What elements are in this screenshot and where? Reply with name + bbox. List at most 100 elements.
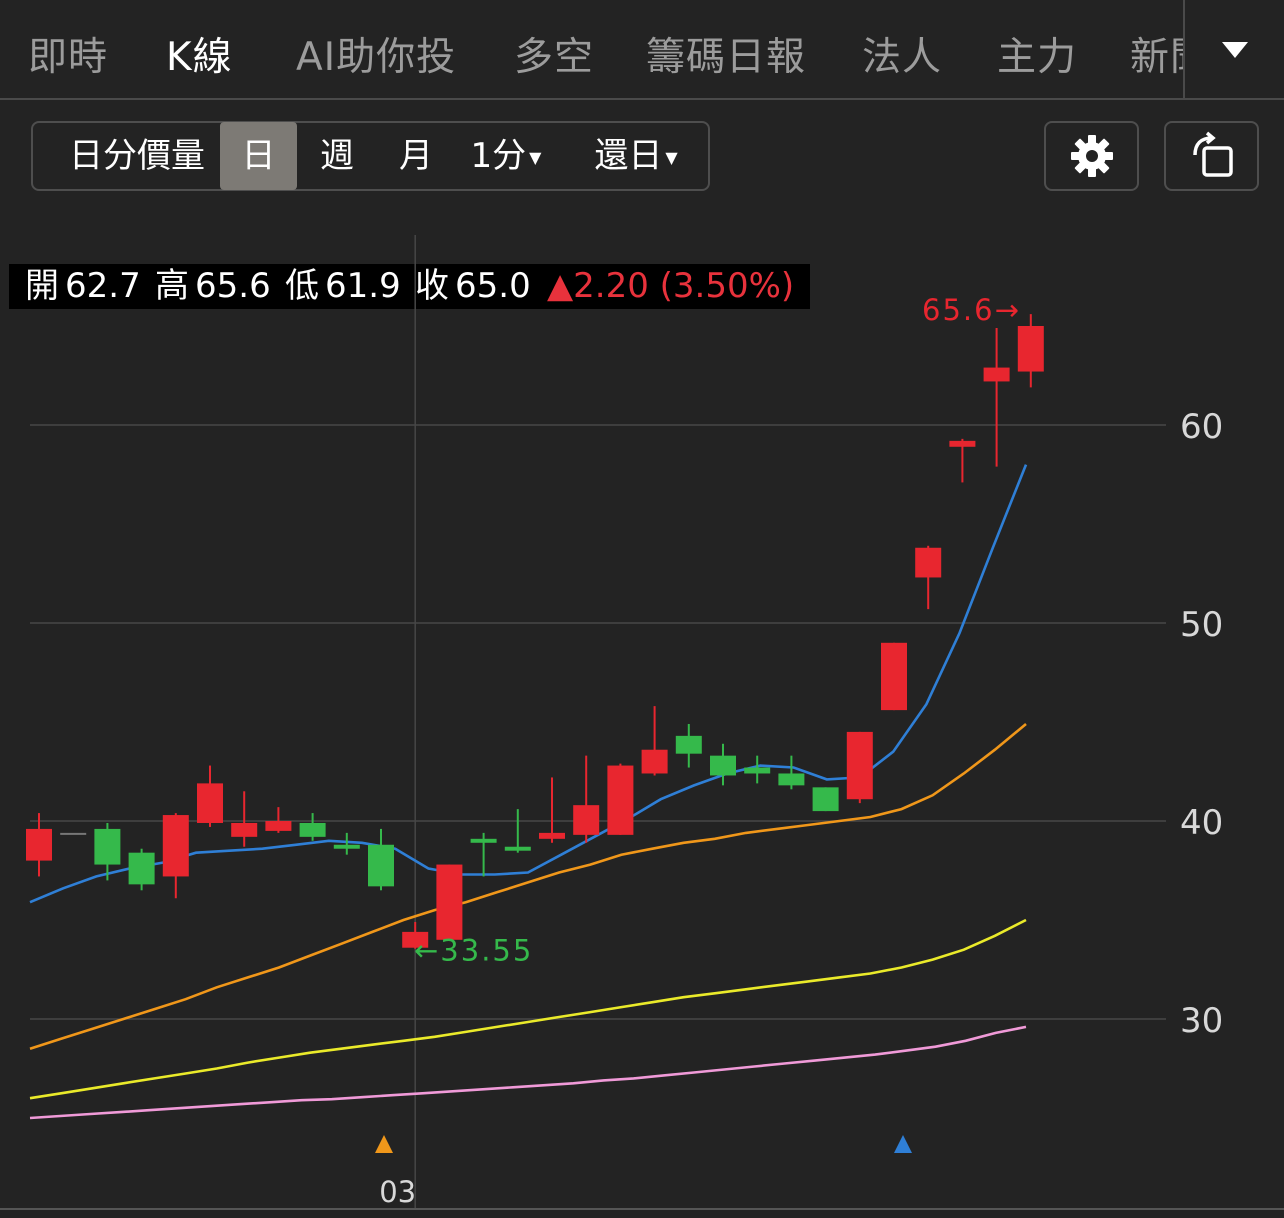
- candle-body: [26, 828, 52, 861]
- more-tabs-button[interactable]: [1185, 0, 1284, 100]
- period-month-button[interactable]: 月: [399, 136, 433, 176]
- candle-body: [333, 844, 360, 849]
- period-minute-label: 1分: [470, 136, 527, 176]
- y-tick-label: 30: [1180, 1001, 1223, 1041]
- tab-news[interactable]: 新聞: [1130, 35, 1183, 80]
- candle: [881, 642, 907, 711]
- period-minute-dropdown[interactable]: 1分 ▼: [463, 123, 549, 189]
- tab-divider: [1183, 0, 1185, 100]
- period-intraday-button[interactable]: 日分價量: [69, 136, 205, 176]
- tab-chip-daily[interactable]: 籌碼日報: [646, 35, 807, 80]
- candle-body: [504, 846, 531, 851]
- candle-body: [539, 832, 565, 839]
- candle-body: [641, 749, 668, 774]
- candle: [744, 755, 771, 784]
- high-value: 65.6: [195, 266, 271, 306]
- candle: [1017, 314, 1044, 388]
- signal-marker-icon: [894, 1135, 912, 1153]
- candlestick-chart[interactable]: 30 40 50 60 65.6→ ←33.55 03: [0, 230, 1284, 1208]
- candle-body: [231, 822, 258, 837]
- candle: [197, 765, 223, 827]
- high-label: 高: [155, 266, 189, 306]
- y-tick-label: 60: [1180, 407, 1223, 447]
- candle-body: [368, 844, 394, 887]
- candle: [368, 828, 394, 891]
- triangle-down-icon: [1221, 42, 1248, 58]
- candle: [60, 832, 87, 835]
- period-week-button[interactable]: 週: [320, 136, 354, 176]
- adjust-dropdown[interactable]: 還日 ▼: [586, 123, 686, 189]
- candle: [470, 832, 497, 877]
- candle-body: [60, 832, 87, 835]
- candle-body: [812, 787, 839, 812]
- ma120-line: [29, 1025, 1027, 1120]
- open-value: 62.7: [65, 266, 141, 306]
- change-value: ▲2.20 (3.50%): [547, 266, 795, 306]
- top-tab-bar: 即時 K線 AI助你投 多空 籌碼日報 法人 主力 新聞: [0, 0, 1284, 100]
- tab-long-short[interactable]: 多空: [514, 35, 595, 80]
- candle-body: [846, 731, 873, 800]
- tab-realtime[interactable]: 即時: [28, 35, 109, 80]
- candle: [846, 731, 873, 804]
- candle: [231, 791, 258, 847]
- candle: [778, 755, 805, 790]
- candle-body: [470, 838, 497, 843]
- x-tick-label: 03: [379, 1175, 416, 1208]
- min-price-label: ←33.55: [414, 934, 533, 968]
- candle: [504, 809, 531, 853]
- y-tick-label: 50: [1180, 605, 1223, 645]
- candle: [573, 755, 600, 843]
- settings-button[interactable]: [1044, 121, 1139, 191]
- rotate-screen-icon: [1192, 131, 1233, 177]
- low-value: 61.9: [325, 266, 401, 306]
- low-label: 低: [285, 266, 319, 306]
- close-label: 收: [415, 266, 449, 306]
- candle: [812, 787, 839, 812]
- candle: [299, 813, 326, 841]
- ma60-line: [29, 918, 1027, 1100]
- candle-body: [299, 822, 326, 837]
- candle-body: [265, 821, 292, 831]
- tab-kline[interactable]: K線: [166, 35, 233, 80]
- candle-body: [573, 805, 600, 835]
- candle-body: [1017, 326, 1044, 372]
- candle-body: [881, 642, 907, 711]
- candle-body: [949, 440, 976, 447]
- candle: [436, 864, 463, 940]
- candle: [539, 777, 565, 843]
- open-label: 開: [25, 266, 59, 306]
- candle: [641, 706, 668, 776]
- candle: [402, 921, 429, 949]
- tab-institutional[interactable]: 法人: [862, 35, 943, 80]
- candle: [949, 438, 976, 483]
- caret-down-icon: ▼: [665, 147, 678, 167]
- candle-body: [162, 815, 189, 877]
- candle: [915, 545, 942, 610]
- max-price-label: 65.6→: [922, 293, 1021, 327]
- rotate-screen-button[interactable]: [1164, 121, 1259, 191]
- candle-body: [983, 367, 1010, 382]
- candle-body: [915, 547, 942, 578]
- candle: [94, 822, 121, 881]
- signal-marker-icon: [375, 1135, 393, 1153]
- candle-body: [94, 828, 121, 865]
- ma20-line: [29, 722, 1027, 1050]
- caret-down-icon: ▼: [529, 147, 542, 167]
- tab-main-force[interactable]: 主力: [997, 35, 1078, 80]
- candle-body: [675, 735, 702, 754]
- candle-body: [607, 765, 634, 835]
- period-day-button[interactable]: 日: [220, 122, 297, 190]
- candle: [710, 743, 736, 786]
- candle-body: [128, 852, 155, 885]
- candle-body: [436, 864, 463, 940]
- tab-ai-invest[interactable]: AI助你投: [296, 35, 457, 80]
- candle: [128, 848, 155, 891]
- candle-body: [778, 773, 805, 786]
- candle-body: [402, 931, 429, 948]
- tabs-scroll-area[interactable]: 即時 K線 AI助你投 多空 籌碼日報 法人 主力 新聞: [0, 0, 1183, 100]
- ohlc-info-bar: 開 62.7 高 65.6 低 61.9 收 65.0 ▲2.20 (3.50%…: [9, 264, 810, 309]
- candle: [26, 813, 52, 877]
- candle: [265, 807, 292, 833]
- period-selector: 日分價量 日 週 月 1分 ▼ 還日 ▼: [31, 121, 710, 191]
- candle-body: [744, 767, 771, 774]
